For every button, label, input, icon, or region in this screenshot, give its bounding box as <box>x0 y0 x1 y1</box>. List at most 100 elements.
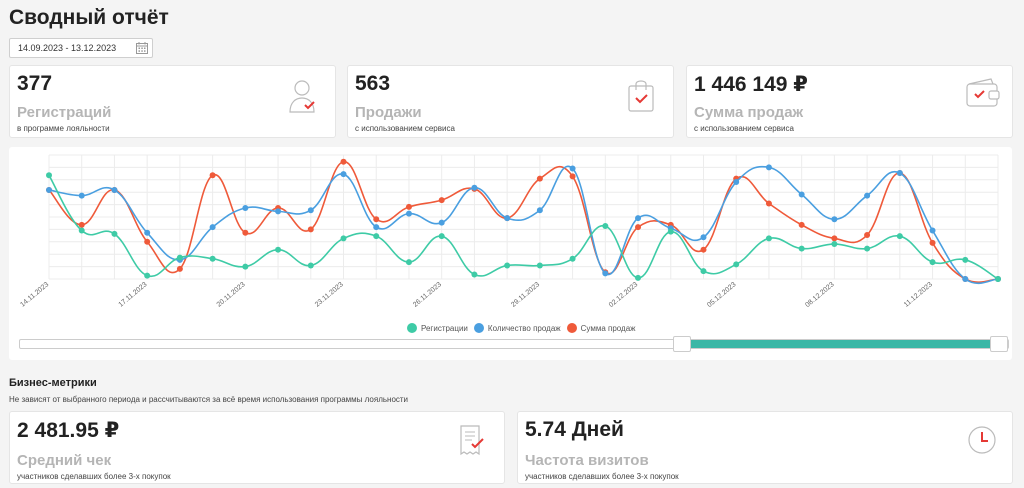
data-point[interactable] <box>831 216 838 223</box>
data-point[interactable] <box>700 268 707 275</box>
data-point[interactable] <box>995 276 1001 282</box>
data-point[interactable] <box>78 221 85 228</box>
data-point[interactable] <box>569 165 576 172</box>
data-point[interactable] <box>78 227 85 234</box>
data-point[interactable] <box>242 204 249 211</box>
line-chart: 14.11.2023 17.11.2023 20.11.2023 23.11.2023… <box>19 154 1001 309</box>
business-label: Частота визитов <box>525 452 649 469</box>
data-point[interactable] <box>275 246 282 253</box>
data-point[interactable] <box>798 191 805 198</box>
data-point[interactable] <box>831 235 838 242</box>
data-point[interactable] <box>144 238 151 245</box>
data-point[interactable] <box>144 272 151 279</box>
data-point[interactable] <box>896 233 903 240</box>
legend-dot-sales-sum <box>566 323 577 333</box>
data-point[interactable] <box>438 233 445 240</box>
data-point[interactable] <box>504 215 511 222</box>
data-point[interactable] <box>471 271 478 278</box>
data-point[interactable] <box>635 215 642 222</box>
data-point[interactable] <box>765 200 772 207</box>
chart-legend: Регистрации Количество продаж Сумма прод… <box>407 323 636 333</box>
data-point[interactable] <box>569 255 576 262</box>
data-point[interactable] <box>405 203 412 210</box>
data-point[interactable] <box>929 259 936 266</box>
data-point[interactable] <box>340 171 347 178</box>
data-point[interactable] <box>864 245 871 252</box>
legend-dot-sales-count <box>473 323 484 333</box>
data-point[interactable] <box>405 210 412 217</box>
data-point[interactable] <box>242 263 249 270</box>
data-point[interactable] <box>536 262 543 269</box>
legend-label-sales-sum[interactable]: Сумма продаж <box>580 323 636 333</box>
business-sub: участников сделавших более 3-х покупок <box>17 472 171 481</box>
kpi-sub: с использованием сервиса <box>355 124 455 133</box>
data-point[interactable] <box>373 216 380 223</box>
data-point[interactable] <box>504 262 511 269</box>
kpi-label: Продажи <box>355 104 422 121</box>
data-point[interactable] <box>438 219 445 226</box>
data-point[interactable] <box>536 207 543 214</box>
range-slider-selection[interactable] <box>681 340 1008 348</box>
data-point[interactable] <box>700 234 707 241</box>
data-point[interactable] <box>700 246 707 253</box>
data-point[interactable] <box>471 184 478 191</box>
data-point[interactable] <box>275 208 282 215</box>
data-point[interactable] <box>46 172 52 179</box>
business-card-avg-check: 2 481.95 ₽ Средний чек участников сделав… <box>9 411 505 484</box>
data-point[interactable] <box>667 228 674 235</box>
x-tick-label: 02.12.2023 <box>608 281 639 309</box>
data-point[interactable] <box>307 207 314 214</box>
kpi-card-sales: 563 Продажи с использованием сервиса <box>347 65 674 138</box>
data-point[interactable] <box>635 274 642 281</box>
user-check-icon <box>289 80 315 113</box>
data-point[interactable] <box>307 226 314 233</box>
data-point[interactable] <box>176 254 183 261</box>
data-point[interactable] <box>864 192 871 199</box>
data-point[interactable] <box>438 197 445 204</box>
data-point[interactable] <box>733 261 740 268</box>
data-point[interactable] <box>765 164 772 171</box>
data-point[interactable] <box>798 221 805 228</box>
legend-label-registrations[interactable]: Регистрации <box>421 323 468 333</box>
data-point[interactable] <box>929 239 936 246</box>
range-slider-track[interactable] <box>19 336 1009 352</box>
data-point[interactable] <box>340 235 347 242</box>
x-tick-label: 11.12.2023 <box>903 281 934 309</box>
data-point[interactable] <box>602 270 609 277</box>
data-point[interactable] <box>307 262 314 269</box>
data-point[interactable] <box>144 229 151 236</box>
data-point[interactable] <box>798 245 805 252</box>
data-point[interactable] <box>111 230 118 237</box>
data-point[interactable] <box>405 259 412 266</box>
data-point[interactable] <box>733 179 740 186</box>
data-point[interactable] <box>569 173 576 180</box>
data-point[interactable] <box>78 192 85 199</box>
data-point[interactable] <box>46 186 52 193</box>
data-point[interactable] <box>209 255 216 262</box>
kpi-label: Сумма продаж <box>694 104 804 121</box>
date-range-input[interactable]: 14.09.2023 - 13.12.2023 <box>9 38 153 58</box>
data-point[interactable] <box>635 224 642 231</box>
data-point[interactable] <box>176 265 183 272</box>
data-point[interactable] <box>373 233 380 240</box>
legend-label-sales-count[interactable]: Количество продаж <box>487 323 561 333</box>
data-point[interactable] <box>209 172 216 179</box>
data-point[interactable] <box>765 235 772 242</box>
data-point[interactable] <box>536 175 543 182</box>
business-label: Средний чек <box>17 452 112 469</box>
data-point[interactable] <box>929 227 936 234</box>
data-point[interactable] <box>831 241 838 248</box>
data-point[interactable] <box>864 232 871 239</box>
data-point[interactable] <box>962 276 969 282</box>
range-slider-left-handle[interactable] <box>672 336 691 352</box>
data-point[interactable] <box>962 256 969 263</box>
data-point[interactable] <box>340 158 347 165</box>
data-point[interactable] <box>602 223 609 230</box>
data-point[interactable] <box>111 186 118 193</box>
data-point[interactable] <box>373 224 380 231</box>
data-point[interactable] <box>209 224 216 231</box>
data-point[interactable] <box>896 170 903 177</box>
data-point[interactable] <box>242 229 249 236</box>
calendar-icon[interactable] <box>136 42 148 54</box>
range-slider-right-handle[interactable] <box>990 336 1008 352</box>
